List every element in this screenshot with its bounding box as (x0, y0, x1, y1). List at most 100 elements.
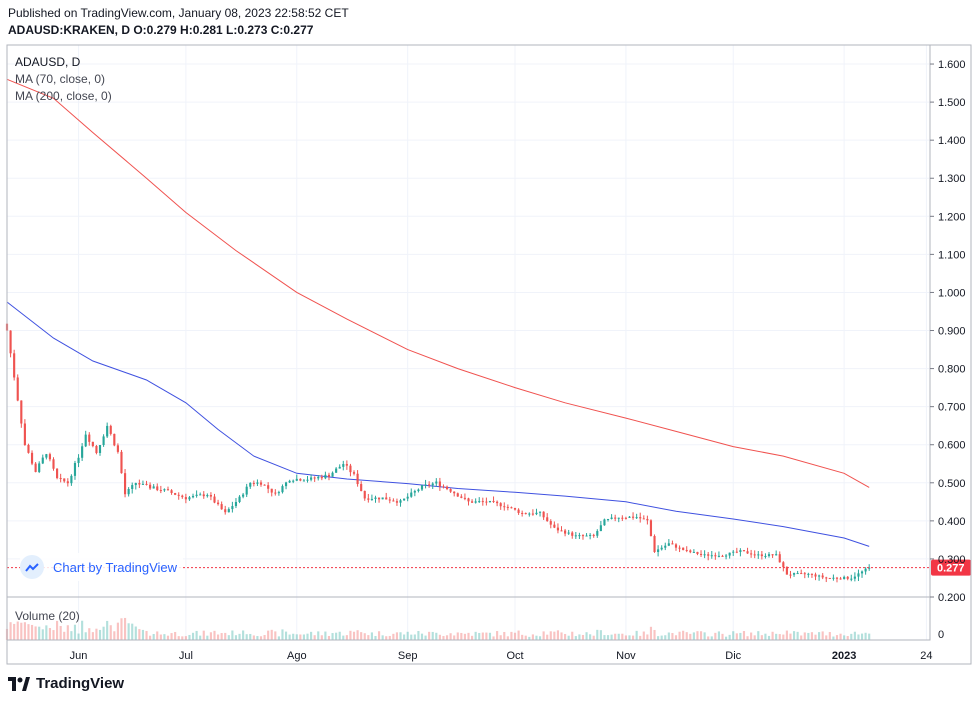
volume-bar (177, 636, 180, 640)
volume-bar (581, 634, 585, 640)
volume-bar (760, 635, 763, 640)
candle-body (460, 496, 463, 498)
volume-bar (48, 628, 52, 640)
candle-body (835, 577, 839, 579)
candle-body (95, 446, 98, 453)
volume-bar (803, 632, 806, 640)
candle-body (868, 567, 871, 569)
candle-body (692, 551, 695, 553)
volume-bar (431, 631, 434, 640)
candle-body (678, 547, 681, 549)
volume-bar (38, 626, 41, 640)
candle-body (16, 377, 19, 401)
volume-bar (449, 633, 452, 640)
volume-bar (199, 635, 202, 640)
candle-body (98, 444, 102, 453)
candle-body (775, 554, 778, 556)
legend-ma70[interactable]: MA (70, close, 0) (15, 72, 106, 86)
ma200-path (6, 78, 870, 488)
candle-body (410, 492, 413, 497)
candle-body (295, 478, 298, 481)
x-tick-label: 24 (920, 650, 932, 662)
candle-body (91, 441, 94, 447)
volume-bar (510, 631, 513, 640)
volume-bar (16, 621, 19, 640)
x-tick-label: Jun (70, 650, 88, 662)
candle-body (73, 462, 77, 476)
candle-body (59, 478, 62, 480)
volume-bar (217, 634, 220, 640)
candle-body (231, 506, 234, 510)
candle-body (714, 555, 717, 557)
volume-bar (739, 632, 742, 640)
volume-bar (242, 630, 245, 640)
volume-bar (471, 635, 474, 640)
volume-bar (174, 631, 177, 640)
volume-bar (782, 634, 785, 640)
y-tick-label: 1.000 (938, 287, 966, 299)
volume-bar (850, 633, 853, 640)
volume-bar (821, 631, 824, 640)
volume-bar (374, 636, 377, 640)
tradingview-watermark[interactable]: Chart by TradingView (20, 553, 184, 581)
candle-body (803, 573, 806, 575)
volume-bar (599, 630, 602, 640)
candle-body (202, 494, 205, 497)
candle-body (631, 516, 635, 518)
volume-bar (596, 629, 599, 640)
volume-bar (363, 633, 366, 640)
legend-ma200[interactable]: MA (200, close, 0) (15, 89, 112, 103)
volume-bar (188, 634, 191, 640)
candle-body (528, 513, 531, 515)
tradingview-brand[interactable]: TradingView (8, 675, 124, 692)
candle-body (657, 549, 660, 552)
volume-bar (116, 622, 119, 640)
candle-body (431, 483, 434, 486)
volume-bar (750, 632, 753, 640)
candle-body (603, 519, 606, 526)
volume-bar (95, 628, 98, 640)
candle-body (120, 451, 123, 474)
candle-body (199, 494, 202, 496)
y-tick-label: 1.400 (938, 135, 966, 147)
candle-body (832, 577, 835, 579)
candle-body (857, 573, 860, 577)
volume-bar (682, 630, 685, 640)
volume-bar (574, 636, 577, 640)
volume-bar (202, 630, 205, 640)
candle-body (728, 552, 731, 556)
candle-body (560, 530, 563, 532)
candle-body (800, 573, 803, 575)
candle-body (453, 491, 456, 494)
candle-body (84, 434, 87, 447)
candle-body (660, 547, 663, 550)
candle-body (531, 513, 534, 515)
candle-body (510, 507, 513, 509)
volume-bar (388, 635, 391, 640)
candle-body (481, 501, 484, 503)
volume-bar (463, 633, 466, 640)
candle-body (70, 475, 73, 484)
x-tick-label: Ago (287, 650, 307, 662)
volume-bar (699, 631, 703, 640)
candle-body (166, 489, 170, 491)
volume-bar (492, 636, 495, 640)
candle-body (360, 484, 363, 491)
candle-body (760, 554, 763, 557)
candle-body (324, 474, 327, 479)
volume-bar (839, 633, 842, 640)
candle-body (81, 446, 84, 458)
candle-body (628, 516, 631, 518)
volume-bar (810, 632, 814, 640)
candle-body (206, 495, 209, 497)
candle-body (338, 466, 341, 469)
volume-bar (735, 633, 738, 640)
candle-body (406, 496, 409, 499)
volume-bar (742, 631, 746, 640)
volume-bar (538, 636, 542, 640)
volume-bar (295, 634, 298, 640)
candle-body (796, 573, 799, 575)
axes: 0.200 0.300 0.400 0.500 0.600 0.700 0.800 0.900… (70, 59, 966, 662)
legend-volume[interactable]: Volume (20) (15, 609, 80, 623)
